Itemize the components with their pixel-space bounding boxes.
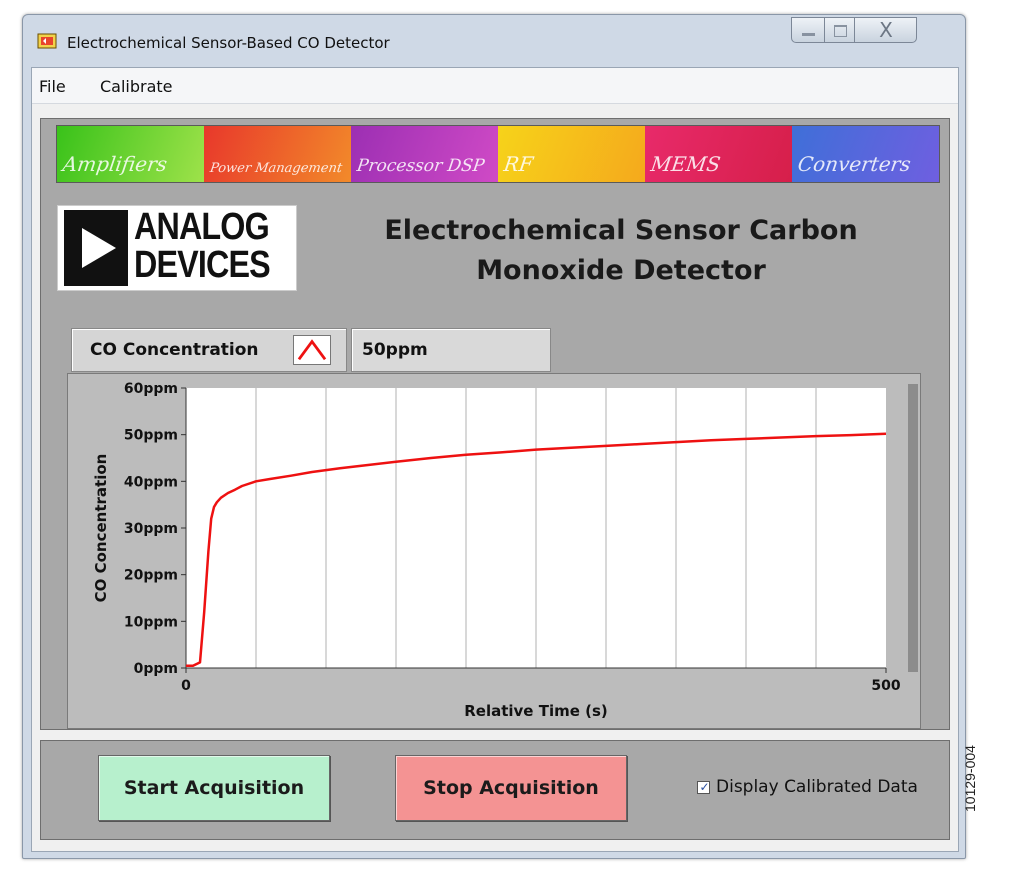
legend-label: CO Concentration [90, 340, 259, 360]
product-banner: Amplifiers Power Management Processor DS… [56, 125, 940, 183]
chart-canvas: 0ppm 10ppm 20ppm 30ppm 40ppm 50ppm 60ppm 0 500 Re… [92, 381, 918, 720]
maximize-button[interactable] [825, 17, 855, 43]
app-heading: Electrochemical Sensor Carbon Monoxide D… [331, 211, 911, 291]
analog-devices-logo: ANALOG DEVICES [57, 205, 297, 291]
line-style-icon[interactable] [293, 335, 331, 365]
banner-power-management-text: Power Management [208, 161, 344, 176]
banner-converters: Converters [792, 126, 939, 182]
checkmark-icon: ✓ [699, 779, 710, 794]
banner-processor-text: Processor DSP [355, 156, 486, 176]
menu-bar: File Calibrate [32, 68, 958, 104]
minimize-button[interactable] [791, 17, 825, 43]
x-axis-label: Relative Time (s) [464, 702, 608, 720]
co-chart: 0ppm 10ppm 20ppm 30ppm 40ppm 50ppm 60ppm 0 500 Re… [67, 373, 921, 729]
x-tick-label: 500 [871, 678, 900, 694]
start-acquisition-button[interactable]: Start Acquisition [98, 755, 330, 821]
app-icon [37, 33, 57, 49]
y-tick-label: 30ppm [124, 521, 178, 537]
banner-mems-text: MEMS [649, 152, 722, 176]
banner-processor: Processor DSP [351, 126, 498, 182]
display-calibrated-checkbox[interactable]: ✓ [697, 779, 710, 794]
x-tick-label: 0 [181, 678, 191, 694]
logo-word-analog: ANALOG [134, 206, 270, 248]
current-value: 50ppm [362, 340, 428, 360]
close-button[interactable]: X [855, 17, 917, 43]
control-panel: Start Acquisition Stop Acquisition ✓ Dis… [40, 740, 950, 840]
window-controls: X [791, 17, 917, 43]
banner-mems: MEMS [645, 126, 792, 182]
banner-converters-text: Converters [796, 152, 913, 176]
display-calibrated-label: Display Calibrated Data [716, 777, 918, 797]
banner-amplifiers: Amplifiers [57, 126, 204, 182]
banner-rf: RF [498, 126, 645, 182]
y-tick-label: 10ppm [124, 614, 178, 630]
series-line-co-concentration [186, 432, 887, 667]
plot-legend[interactable]: CO Concentration [71, 328, 347, 372]
y-axis-label: CO Concentration [92, 454, 110, 603]
title-bar[interactable]: Electrochemical Sensor-Based CO Detector… [23, 15, 965, 67]
plot-right-edge [908, 384, 918, 672]
display-calibrated-toggle[interactable]: ✓ Display Calibrated Data [697, 777, 918, 797]
logo-word-devices: DEVICES [134, 244, 271, 286]
display-panel: Amplifiers Power Management Processor DS… [40, 118, 950, 730]
app-window: Electrochemical Sensor-Based CO Detector… [22, 14, 966, 859]
figure-id: 10129-004 [962, 745, 978, 812]
y-tick-label: 40ppm [124, 474, 178, 490]
y-tick-label: 20ppm [124, 568, 178, 584]
menu-calibrate[interactable]: Calibrate [100, 77, 173, 96]
app-heading-line2: Monoxide Detector [476, 255, 766, 286]
close-icon: X [879, 18, 893, 42]
logo-triangle-icon [64, 210, 128, 286]
banner-amplifiers-text: Amplifiers [61, 152, 169, 176]
banner-power-management: Power Management [204, 126, 351, 182]
y-tick-label: 60ppm [124, 381, 178, 397]
current-value-display: 50ppm [351, 328, 551, 372]
y-tick-label: 50ppm [124, 428, 178, 444]
window-title: Electrochemical Sensor-Based CO Detector [67, 34, 390, 52]
client-area: File Calibrate Amplifiers Power Manageme… [31, 67, 959, 852]
banner-rf-text: RF [502, 152, 535, 176]
y-tick-label: 0ppm [134, 661, 178, 677]
menu-file[interactable]: File [39, 77, 66, 96]
app-heading-line1: Electrochemical Sensor Carbon [384, 215, 858, 246]
stop-acquisition-button[interactable]: Stop Acquisition [395, 755, 627, 821]
